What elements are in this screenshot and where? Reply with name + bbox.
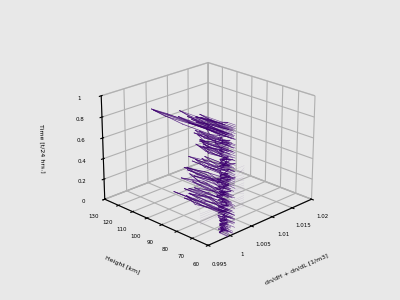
X-axis label: dn/dH + dn/dL [1/m3]: dn/dH + dn/dL [1/m3]: [264, 252, 329, 285]
Y-axis label: Height [km]: Height [km]: [104, 255, 140, 275]
